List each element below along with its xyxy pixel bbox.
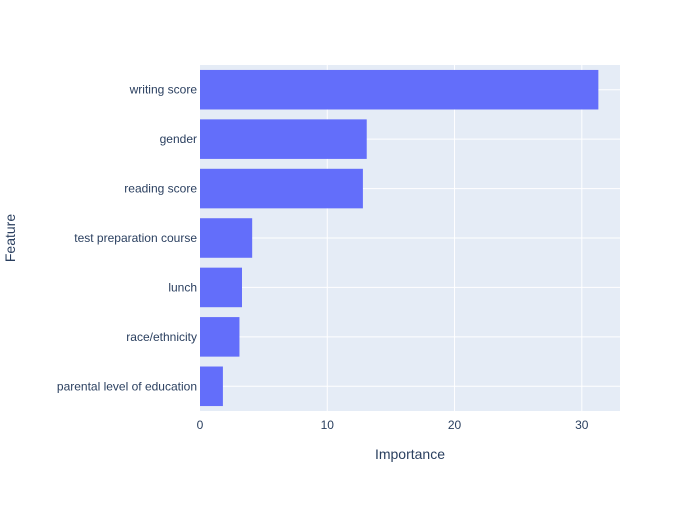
x-tick-label: 10 xyxy=(321,418,335,432)
bar-race-ethnicity[interactable] xyxy=(200,317,240,357)
y-category-label: test preparation course xyxy=(74,231,197,245)
x-tick-label: 0 xyxy=(197,418,204,432)
x-axis-title: Importance xyxy=(375,446,445,462)
y-category-label: gender xyxy=(160,132,197,146)
bar-lunch[interactable] xyxy=(200,267,242,308)
bar-parental-level-of-education[interactable] xyxy=(200,366,223,407)
gridlines xyxy=(200,65,620,411)
bar-reading-score[interactable] xyxy=(200,168,363,209)
bar-test-preparation-course[interactable] xyxy=(200,218,253,258)
y-category-label: lunch xyxy=(168,280,197,294)
bar-gender[interactable] xyxy=(200,119,367,159)
category-labels: writing score gender reading score test pre… xyxy=(57,83,197,394)
y-category-label: parental level of education xyxy=(57,379,197,393)
bar-writing-score[interactable] xyxy=(200,69,599,110)
x-tick-labels: 0 10 20 30 xyxy=(197,418,589,432)
y-axis-title: Feature xyxy=(2,214,18,262)
x-tick-label: 20 xyxy=(448,418,462,432)
y-category-label: reading score xyxy=(124,182,197,196)
x-tick-label: 30 xyxy=(575,418,589,432)
bars xyxy=(200,69,599,407)
y-category-label: race/ethnicity xyxy=(126,330,197,344)
y-category-label: writing score xyxy=(129,83,198,97)
